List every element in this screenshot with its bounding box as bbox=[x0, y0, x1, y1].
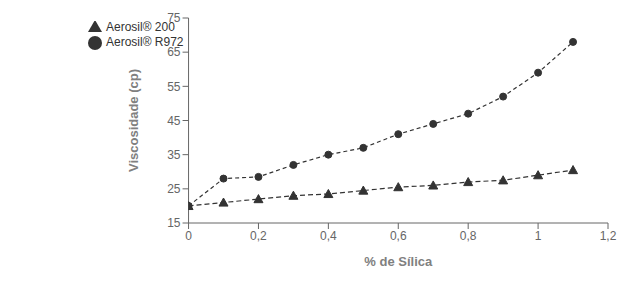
svg-text:0,2: 0,2 bbox=[250, 229, 267, 243]
html-text:Aerosil® 200: Aerosil® 200 bbox=[106, 20, 175, 34]
svg-text:Viscosidade (cp): Viscosidade (cp) bbox=[126, 69, 141, 172]
svg-text:0: 0 bbox=[185, 229, 192, 243]
html-text:Aerosil® R972: Aerosil® R972 bbox=[106, 34, 184, 49]
svg-text:0,4: 0,4 bbox=[320, 229, 337, 243]
svg-text:45: 45 bbox=[167, 114, 181, 128]
svg-text:0,6: 0,6 bbox=[390, 229, 407, 243]
svg-text:55: 55 bbox=[167, 80, 181, 94]
svg-text:1,2: 1,2 bbox=[600, 229, 617, 243]
svg-text:25: 25 bbox=[167, 182, 181, 196]
svg-text:0,8: 0,8 bbox=[460, 229, 477, 243]
svg-text:% de Sílica: % de Sílica bbox=[364, 254, 433, 269]
svg-text:75: 75 bbox=[167, 11, 181, 25]
svg-text:15: 15 bbox=[167, 216, 181, 230]
svg-text:35: 35 bbox=[167, 148, 181, 162]
svg-text:65: 65 bbox=[167, 45, 181, 59]
svg-text:1: 1 bbox=[535, 229, 542, 243]
